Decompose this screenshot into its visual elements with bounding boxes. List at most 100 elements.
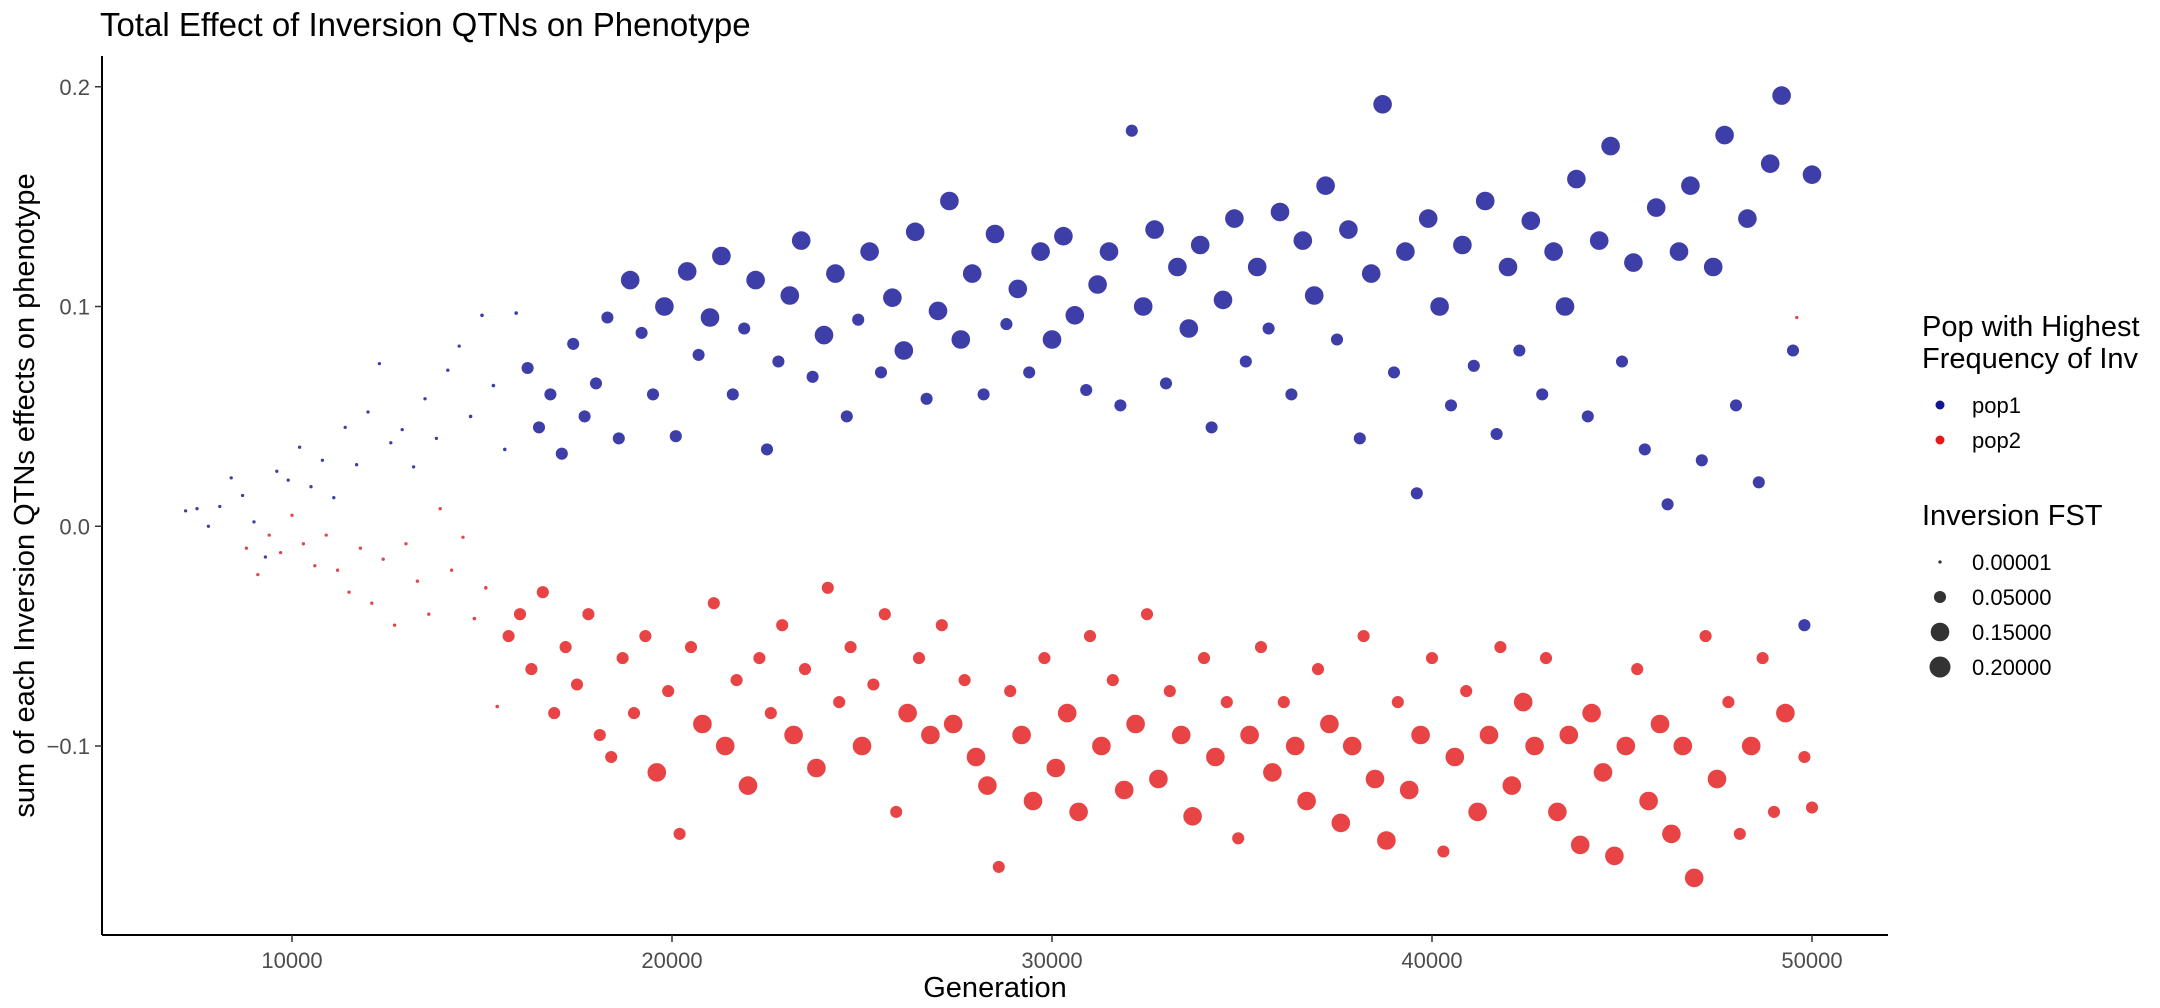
- pop2-point: [958, 674, 971, 687]
- pop2-point: [438, 507, 442, 511]
- pop2-point: [852, 736, 872, 756]
- pop2-point: [449, 568, 454, 572]
- pop1-point: [920, 392, 933, 405]
- pop1-point: [1373, 94, 1392, 114]
- pop1-point: [1396, 242, 1415, 261]
- pop2-point: [1525, 736, 1544, 756]
- pop2-point: [461, 535, 465, 539]
- pop2-point: [1479, 725, 1499, 745]
- pop2-point: [313, 564, 317, 568]
- pop1-point: [411, 465, 416, 469]
- pop2-point: [415, 579, 420, 583]
- pop1-point: [940, 191, 959, 211]
- pop1-point: [1000, 318, 1013, 331]
- pop2-point: [1411, 725, 1430, 745]
- pop1-point: [1125, 124, 1138, 137]
- pop1-point: [1669, 242, 1689, 261]
- size-legend-label: 0.00001: [1972, 550, 2052, 575]
- pop1-point: [1361, 264, 1381, 283]
- pop2-point: [1767, 805, 1781, 818]
- pop2-point: [1012, 725, 1031, 745]
- pop1-point: [1179, 319, 1199, 338]
- pop2-point: [833, 696, 846, 709]
- pop2-point: [1425, 652, 1439, 665]
- pop1-point: [1418, 209, 1438, 228]
- pop1-point: [874, 366, 888, 379]
- pop2-point: [1357, 630, 1370, 643]
- pop1-point: [1490, 427, 1503, 441]
- x-tick-label: 50000: [1781, 948, 1842, 973]
- pop2-point: [1171, 725, 1191, 745]
- pop2-point: [798, 663, 812, 676]
- size-legend-label: 0.20000: [1972, 655, 2052, 680]
- size-legend-items: 0.00001 0.05000 0.15000 0.20000: [1929, 550, 2052, 680]
- pop2-point: [627, 707, 641, 720]
- pop1-point: [700, 308, 720, 327]
- pop2-point: [278, 550, 283, 555]
- pop1-point: [555, 447, 568, 460]
- pop1-point: [905, 222, 925, 242]
- pop1-point: [252, 520, 256, 524]
- pop2-point: [1297, 791, 1316, 811]
- pop1-point: [962, 264, 982, 283]
- pop2-point: [1805, 801, 1819, 814]
- pop2-point: [290, 513, 294, 517]
- pop1-point: [977, 388, 990, 401]
- pop1-point: [521, 361, 534, 375]
- pop2-point: [1559, 725, 1579, 745]
- pop2-point: [878, 608, 891, 621]
- pop1-point: [309, 485, 313, 489]
- pop2-point: [844, 641, 857, 654]
- pop1-point: [1410, 487, 1423, 500]
- pop2-point: [1320, 714, 1339, 734]
- pop1-point: [183, 509, 188, 513]
- pop2-point: [1277, 696, 1290, 709]
- size-legend-key: [1938, 560, 1942, 564]
- pop2-point: [1046, 758, 1066, 778]
- pop2-point: [992, 860, 1005, 873]
- pop1-point: [1624, 253, 1643, 272]
- pop2-point: [616, 652, 629, 665]
- pop1-point: [1498, 257, 1518, 277]
- pop2-point: [1445, 747, 1465, 767]
- pop2-point: [1038, 652, 1051, 665]
- pop2-point: [1699, 630, 1712, 643]
- pop1-point: [928, 301, 948, 321]
- color-legend-items: pop1 pop2: [1935, 393, 2021, 453]
- pop1-point: [332, 496, 336, 500]
- pop2-point: [1468, 802, 1487, 822]
- pop2-point: [1756, 652, 1769, 665]
- pop2-point: [1342, 736, 1362, 756]
- pop2-point: [1741, 736, 1761, 756]
- pop1-point: [1729, 399, 1743, 412]
- pop2-point: [776, 619, 789, 632]
- pop2-point: [1163, 685, 1176, 698]
- x-tick-label: 30000: [1021, 948, 1082, 973]
- pop2-point: [1331, 813, 1351, 833]
- pop2-point: [1311, 663, 1325, 676]
- pop2-point: [715, 736, 735, 756]
- pop2-point: [807, 758, 826, 778]
- pop2-point: [548, 707, 561, 720]
- color-legend-title-line-1: Pop with Highest: [1922, 311, 2140, 343]
- color-legend-title-line-2: Frequency of Inv: [1922, 343, 2138, 375]
- pop1-point: [1798, 619, 1811, 632]
- pop1-point: [1521, 211, 1541, 231]
- pop1-point: [1099, 242, 1119, 261]
- chart-title: Total Effect of Inversion QTNs on Phenot…: [100, 6, 751, 43]
- pop2-point: [381, 557, 385, 561]
- pop1-point: [423, 397, 427, 401]
- pop1-point: [434, 436, 439, 441]
- pop2-point: [1263, 763, 1282, 782]
- pop1-point: [1023, 366, 1036, 379]
- pop1-point: [1646, 198, 1666, 217]
- y-axis-label: sum of each Inversion QTNs effects on ph…: [9, 173, 41, 817]
- pop1-point: [320, 458, 325, 462]
- pop1-point: [620, 270, 640, 290]
- pop2-point: [1365, 769, 1385, 789]
- pop2-point: [1570, 835, 1590, 855]
- pop1-point: [1752, 476, 1765, 489]
- pop1-point: [468, 414, 473, 419]
- pop2-point: [392, 623, 397, 627]
